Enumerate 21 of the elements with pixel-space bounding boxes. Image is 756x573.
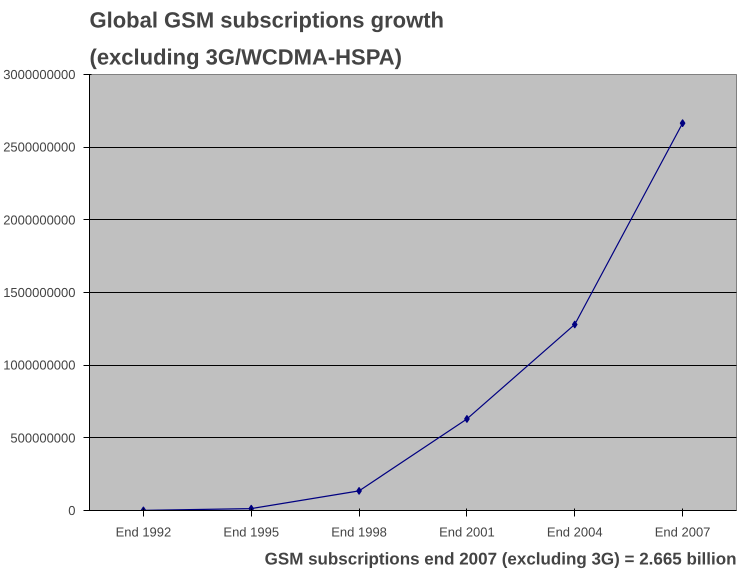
text: GSM subscriptions end 2007 (excluding 3G) = 2.665 billion [264,550,736,568]
y-tick-label: 3000000000 [3,67,76,82]
point [248,504,254,510]
text: (excluding 3G/WCDMA-HSPA) [90,44,402,70]
y-tick-label: 1500000000 [3,285,76,300]
y-tick-label: 0 [68,503,76,518]
y-tick-label: 2500000000 [3,140,76,155]
x-tick-label: End 1992 [116,524,172,540]
point [356,486,362,495]
text: Global GSM subscriptions growth [90,8,444,32]
x-tick-label: End 1998 [331,524,387,540]
point [572,320,578,328]
point [680,119,686,128]
x-tick-label: End 1995 [223,524,280,540]
y-tick-label: 500000000 [10,430,76,446]
point [464,414,470,423]
x-tick-label: End 2004 [546,524,603,540]
x-tick-label: End 2001 [439,524,495,540]
y-tick-label: 2000000000 [3,212,76,228]
y-tick-label: 1000000000 [3,358,76,373]
x-tick-label: End 2007 [654,524,710,540]
